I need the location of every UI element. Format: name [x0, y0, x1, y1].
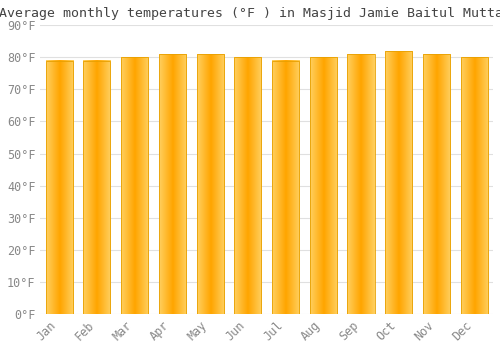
Title: Average monthly temperatures (°F ) in Masjid Jamie Baitul Muttaqien: Average monthly temperatures (°F ) in Ma… — [0, 7, 500, 20]
Bar — [46, 61, 73, 314]
Bar — [423, 54, 450, 314]
Bar — [272, 61, 299, 314]
Bar — [348, 54, 374, 314]
Bar — [234, 57, 262, 314]
Bar — [159, 54, 186, 314]
Bar — [385, 51, 412, 314]
Bar — [460, 57, 488, 314]
Bar — [310, 57, 337, 314]
Bar — [196, 54, 224, 314]
Bar — [121, 57, 148, 314]
Bar — [84, 61, 110, 314]
